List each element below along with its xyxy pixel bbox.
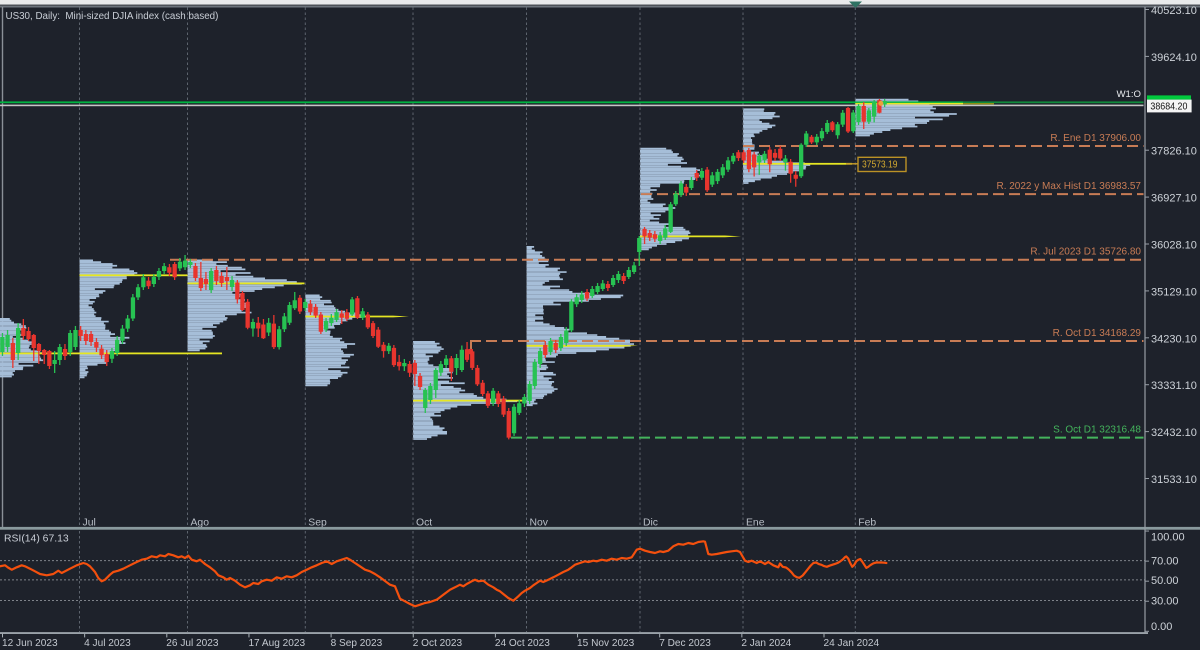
svg-text:33331.10: 33331.10 (1151, 380, 1197, 392)
svg-text:4 Jul 2023: 4 Jul 2023 (84, 638, 131, 649)
svg-text:36927.10: 36927.10 (1151, 193, 1197, 205)
svg-text:Oct: Oct (416, 518, 432, 529)
svg-text:8 Sep 2023: 8 Sep 2023 (331, 638, 383, 649)
svg-text:Sep: Sep (308, 518, 327, 529)
svg-text:26 Jul 2023: 26 Jul 2023 (166, 638, 219, 649)
svg-text:Feb: Feb (858, 518, 876, 529)
svg-text:35129.10: 35129.10 (1151, 286, 1197, 298)
svg-text:W1:O: W1:O (1116, 89, 1141, 100)
svg-text:32432.10: 32432.10 (1151, 427, 1197, 439)
svg-text:S. Oct D1 32316.48: S. Oct D1 32316.48 (1053, 425, 1141, 436)
svg-text:17 Aug 2023: 17 Aug 2023 (248, 638, 305, 649)
svg-text:2 Jan 2024: 2 Jan 2024 (741, 638, 791, 649)
svg-text:38684.20: 38684.20 (1150, 101, 1187, 112)
svg-text:12 Jun 2023: 12 Jun 2023 (2, 638, 58, 649)
svg-text:15 Nov 2023: 15 Nov 2023 (577, 638, 635, 649)
svg-text:50.00: 50.00 (1151, 575, 1179, 587)
svg-text:US30, Daily: Mini-sized DJIA: US30, Daily: Mini-sized DJIA index (cash… (6, 11, 219, 22)
svg-text:34230.10: 34230.10 (1151, 333, 1197, 345)
svg-text:70.00: 70.00 (1151, 556, 1179, 568)
svg-text:37573.19: 37573.19 (862, 160, 898, 171)
svg-text:R. Ene D1 37906.00: R. Ene D1 37906.00 (1050, 133, 1141, 144)
svg-text:Nov: Nov (530, 518, 549, 529)
svg-text:Dic: Dic (643, 518, 658, 529)
svg-text:24 Oct 2023: 24 Oct 2023 (495, 638, 550, 649)
svg-text:37826.10: 37826.10 (1151, 146, 1197, 158)
svg-text:2 Oct 2023: 2 Oct 2023 (413, 638, 463, 649)
svg-text:7 Dec 2023: 7 Dec 2023 (659, 638, 711, 649)
svg-text:36028.10: 36028.10 (1151, 240, 1197, 252)
svg-text:Jul: Jul (83, 518, 96, 529)
svg-text:100.00: 100.00 (1151, 532, 1185, 544)
svg-text:30.00: 30.00 (1151, 596, 1179, 608)
svg-text:0.00: 0.00 (1151, 621, 1172, 633)
svg-text:R. Jul 2023 D1 35726.80: R. Jul 2023 D1 35726.80 (1030, 247, 1141, 258)
svg-text:RSI(14) 67.13: RSI(14) 67.13 (4, 534, 69, 545)
svg-text:31533.10: 31533.10 (1151, 474, 1197, 486)
svg-text:Ago: Ago (191, 518, 210, 529)
svg-text:39624.10: 39624.10 (1151, 52, 1197, 64)
svg-text:R. 2022 y Max Hist D1 36983.57: R. 2022 y Max Hist D1 36983.57 (996, 181, 1141, 192)
svg-text:24 Jan 2024: 24 Jan 2024 (824, 638, 880, 649)
svg-text:R. Oct D1 34168.29: R. Oct D1 34168.29 (1053, 328, 1142, 339)
svg-text:Ene: Ene (746, 518, 765, 529)
svg-text:40523.10: 40523.10 (1151, 5, 1197, 17)
